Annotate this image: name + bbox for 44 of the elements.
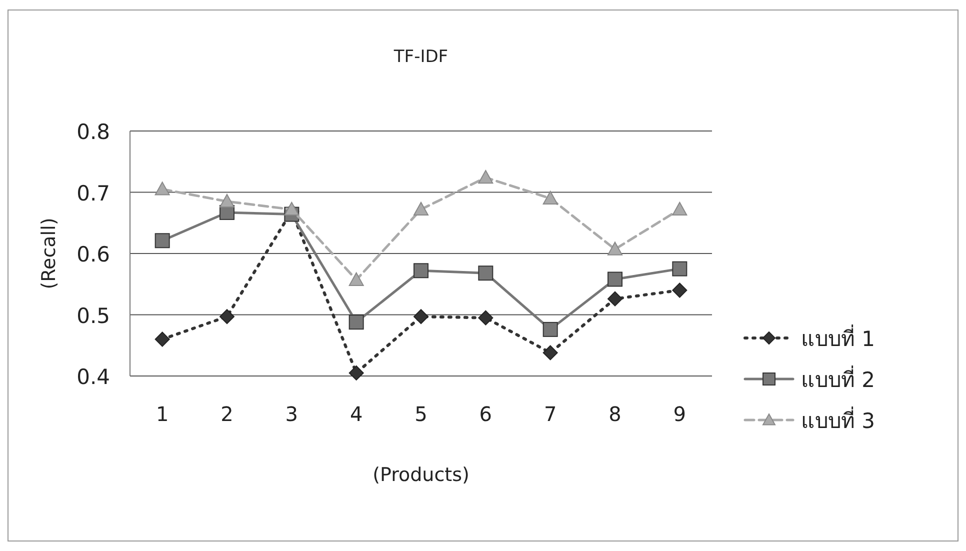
point [414,202,428,216]
point [478,266,494,281]
point [542,190,558,204]
point [220,309,234,324]
point [478,170,494,184]
point [284,202,300,216]
x-tick-label: 9 [673,402,686,426]
point [672,202,688,216]
point [542,345,558,360]
point [348,272,364,286]
point [154,233,170,248]
point [414,309,428,324]
legend-label: แบบที่ 2 [801,365,876,392]
point [608,272,622,287]
x-tick-label: 1 [156,402,169,426]
y-tick-label: 0.8 [76,120,110,144]
point [348,314,364,330]
x-tick-label: 8 [608,402,622,426]
point [672,261,688,276]
y-tick-label: 0.6 [76,242,110,266]
point [220,194,234,208]
y-tick-label: 0.7 [76,181,110,206]
y-tick-label: 0.5 [76,304,110,328]
x-tick-label: 3 [285,402,298,426]
y-tick-label: 0.4 [76,365,110,389]
legend-label: แบบที่ 1 [801,324,876,351]
point [154,332,170,347]
point [542,322,558,337]
x-tick-label: 4 [350,402,363,426]
x-tick-label: 5 [414,402,428,426]
x-tick-label: 6 [479,402,492,426]
x-tick-label: 7 [544,402,557,426]
point [608,242,622,256]
y-axis-title: (Recall) [38,218,60,290]
point [154,182,170,196]
chart-title: TF-IDF [392,47,448,67]
point [414,263,428,278]
x-tick-label: 2 [220,402,234,426]
point [478,310,494,326]
legend-label: แบบที่ 3 [801,406,876,433]
x-axis-title: (Products) [372,464,470,486]
point [672,282,688,298]
point [348,365,364,380]
point [608,291,622,306]
